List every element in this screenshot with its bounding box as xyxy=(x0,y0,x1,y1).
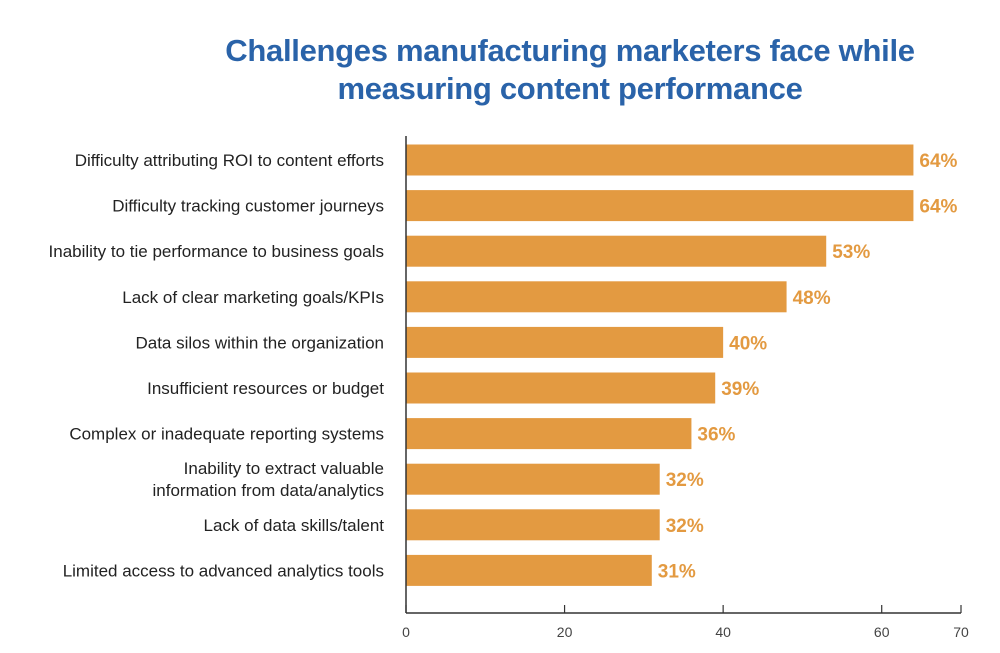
bar-8 xyxy=(406,463,660,495)
value-label-3: 53% xyxy=(832,242,870,263)
value-label-2: 64% xyxy=(919,197,957,218)
category-label-8-line-2: information from data/analytics xyxy=(153,481,385,500)
category-label-10-line-1: Limited access to advanced analytics too… xyxy=(63,561,384,580)
category-label-9-line-1: Lack of data skills/talent xyxy=(204,516,385,535)
value-label-8: 32% xyxy=(666,470,704,491)
x-tick-label-60: 60 xyxy=(874,624,890,640)
category-labels-group: Difficulty attributing ROI to content ef… xyxy=(49,151,385,580)
value-label-7: 36% xyxy=(697,425,735,446)
category-label-5: Data silos within the organization xyxy=(135,333,384,352)
category-label-7-line-1: Complex or inadequate reporting systems xyxy=(69,425,384,444)
value-label-5: 40% xyxy=(729,333,767,354)
category-label-1-line-1: Difficulty attributing ROI to content ef… xyxy=(75,151,384,170)
category-label-1: Difficulty attributing ROI to content ef… xyxy=(75,151,384,170)
bar-2 xyxy=(406,190,914,222)
bar-1 xyxy=(406,144,914,176)
category-label-2-line-1: Difficulty tracking customer journeys xyxy=(112,197,384,216)
value-label-1: 64% xyxy=(919,151,957,172)
bar-4 xyxy=(406,281,787,313)
value-label-9: 32% xyxy=(666,516,704,537)
category-label-3: Inability to tie performance to business… xyxy=(49,242,384,261)
chart-title-line-2: measuring content performance xyxy=(337,71,803,106)
value-labels-group: 64% 64% 53% 48% 40% 39% 36% 32% 32% 31% xyxy=(658,151,958,582)
category-label-5-line-1: Data silos within the organization xyxy=(135,333,384,352)
x-tick-label-40: 40 xyxy=(715,624,731,640)
value-label-6: 39% xyxy=(721,379,759,400)
axes-group: 0 20 40 60 70 xyxy=(402,136,969,640)
category-label-6: Insufficient resources or budget xyxy=(147,379,384,398)
bar-9 xyxy=(406,509,660,541)
category-label-9: Lack of data skills/talent xyxy=(204,516,385,535)
bars-group xyxy=(406,144,914,586)
bar-3 xyxy=(406,235,827,267)
category-label-8: Inability to extract valuable information… xyxy=(153,459,385,500)
category-label-4-line-1: Lack of clear marketing goals/KPIs xyxy=(122,288,384,307)
x-tick-label-0: 0 xyxy=(402,624,410,640)
category-label-4: Lack of clear marketing goals/KPIs xyxy=(122,288,384,307)
chart-title: Challenges manufacturing marketers face … xyxy=(220,32,920,108)
value-label-4: 48% xyxy=(793,288,831,309)
category-label-8-line-1: Inability to extract valuable xyxy=(184,459,384,478)
bar-6 xyxy=(406,372,716,404)
chart-title-line-1: Challenges manufacturing marketers face … xyxy=(225,33,915,68)
x-tick-label-20: 20 xyxy=(557,624,573,640)
value-label-10: 31% xyxy=(658,561,696,582)
category-label-7: Complex or inadequate reporting systems xyxy=(69,425,384,444)
bar-7 xyxy=(406,418,692,450)
category-label-2: Difficulty tracking customer journeys xyxy=(112,197,384,216)
x-tick-label-70: 70 xyxy=(953,624,969,640)
category-label-3-line-1: Inability to tie performance to business… xyxy=(49,242,384,261)
bar-10 xyxy=(406,554,652,586)
category-label-10: Limited access to advanced analytics too… xyxy=(63,561,384,580)
bar-5 xyxy=(406,326,724,358)
category-label-6-line-1: Insufficient resources or budget xyxy=(147,379,384,398)
